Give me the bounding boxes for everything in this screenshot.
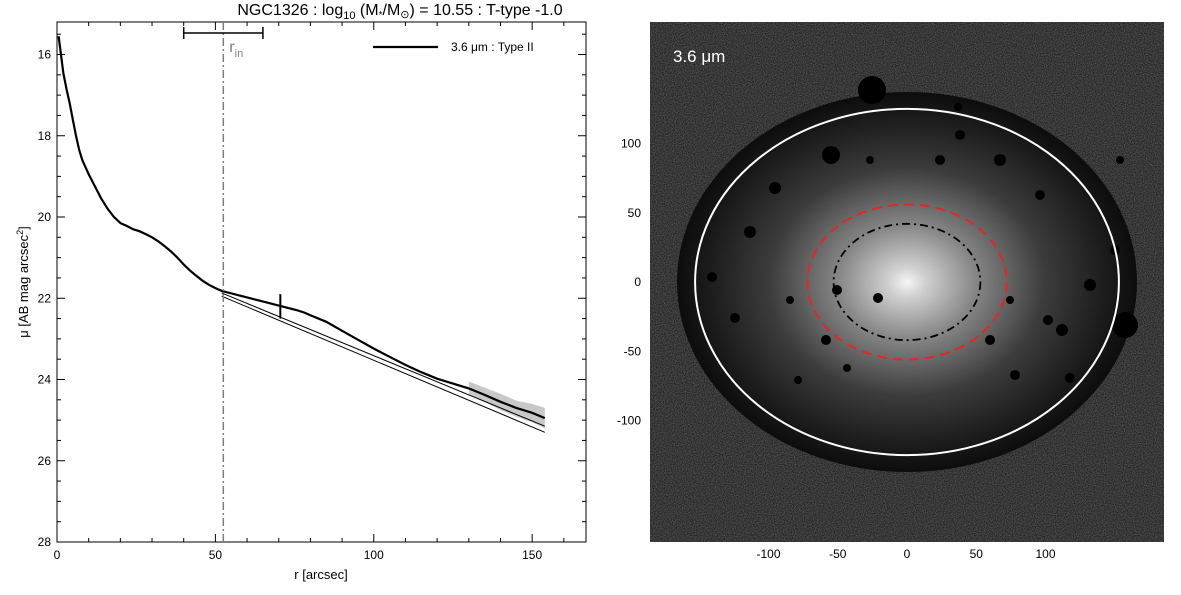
image-x-tick-label: 50 (970, 547, 984, 561)
y-tick-label: 20 (38, 210, 52, 224)
masked-source (1043, 315, 1053, 325)
masked-source (1035, 190, 1045, 200)
y-tick-label: 26 (38, 454, 52, 468)
masked-source (1084, 279, 1096, 291)
masked-source (822, 146, 840, 164)
image-tick-labels: -100 -50 0 50 100 -100 -50 0 50 100 (617, 137, 1056, 562)
y-tick-label: 22 (38, 291, 52, 305)
x-tick-label: 100 (364, 548, 384, 562)
y-tick-label: 28 (38, 535, 52, 549)
masked-source (744, 226, 756, 238)
y-tick-label: 16 (38, 48, 52, 62)
masked-source (769, 182, 781, 194)
image-panel: 3.6 μm -100 -50 0 50 100 -100 -50 0 50 100 (617, 22, 1164, 561)
surface-brightness-profile (57, 36, 546, 420)
outer-ellipse (694, 107, 1120, 457)
image-y-tick-label: -100 (617, 414, 641, 428)
image-x-tick-label: 0 (904, 547, 911, 561)
profile-plot: 0 50 100 150 16 18 20 22 24 26 28 r [arcsec] μ [AB… (15, 21, 587, 582)
galaxy-glow (677, 92, 1137, 472)
image-x-tick-label: 100 (1035, 547, 1055, 561)
y-axis-label: μ [AB mag arcsec2] (15, 226, 31, 338)
masked-source (730, 313, 740, 323)
x-tick-label: 150 (522, 548, 542, 562)
image-band-label: 3.6 μm (673, 47, 725, 66)
chart-title: NGC1326 : log10 (M*/M⊙) = 10.55 : T-type… (237, 2, 562, 22)
axis-tick-labels: 0 50 100 150 16 18 20 22 24 26 28 (38, 48, 543, 563)
image-y-tick-label: 50 (628, 206, 642, 220)
masked-source (1065, 373, 1075, 383)
x-tick-label: 0 (54, 548, 61, 562)
x-tick-label: 50 (209, 548, 223, 562)
masked-source (1112, 312, 1138, 338)
image-x-tick-label: -100 (756, 547, 780, 561)
masked-source (873, 293, 883, 303)
image-x-tick-label: -50 (829, 547, 847, 561)
legend: 3.6 μm : Type II (373, 40, 534, 54)
masked-source (786, 296, 794, 304)
masked-source (858, 76, 886, 104)
masked-source (935, 155, 945, 165)
image-y-tick-label: -50 (624, 344, 642, 358)
fit-line-outer (221, 292, 546, 427)
masked-source (843, 364, 851, 372)
y-tick-label: 18 (38, 129, 52, 143)
r-in-label: rin (229, 39, 243, 60)
masked-source (994, 154, 1006, 166)
fit-line-inner (221, 295, 546, 433)
x-axis-label: r [arcsec] (294, 567, 347, 582)
y-tick-label: 24 (38, 373, 52, 387)
image-y-tick-label: 100 (621, 137, 641, 151)
masked-source (1116, 156, 1124, 164)
masked-source (821, 335, 831, 345)
break-ellipse (806, 203, 1008, 361)
masked-source (985, 335, 995, 345)
masked-source (1010, 370, 1020, 380)
axis-ticks (56, 22, 586, 543)
masked-source (1056, 324, 1068, 336)
masked-source (707, 272, 717, 282)
masked-source (866, 156, 874, 164)
r-in-range-bar (182, 27, 264, 39)
r-in-ellipse (832, 222, 982, 342)
plot-frame (56, 21, 587, 543)
masked-source (954, 103, 962, 111)
masked-source (794, 376, 802, 384)
masked-source (1006, 296, 1014, 304)
legend-label: 3.6 μm : Type II (451, 40, 534, 54)
masked-source (955, 130, 965, 140)
image-y-tick-label: 0 (634, 275, 641, 289)
